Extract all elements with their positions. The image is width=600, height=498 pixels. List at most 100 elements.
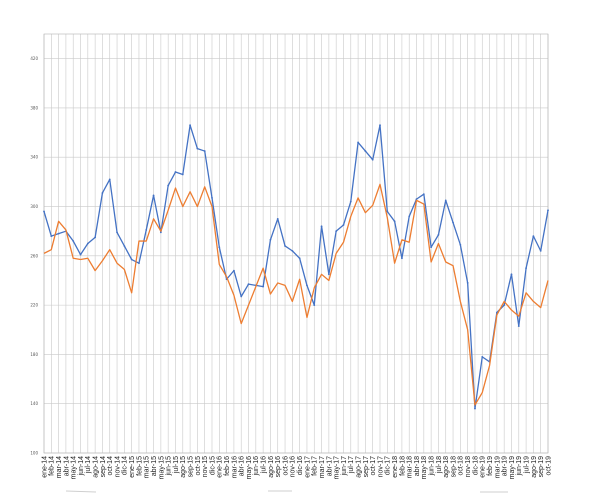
data-point (101, 192, 104, 194)
x-tick-label: jul-17 (348, 456, 355, 474)
data-point (218, 246, 221, 249)
x-tick-label: feb-17 (312, 456, 319, 476)
data-point (444, 199, 447, 202)
x-tick-label: abr-14 (63, 456, 70, 476)
data-point (94, 236, 97, 239)
data-point (408, 215, 411, 218)
x-tick-label: may-19 (509, 456, 516, 479)
data-point (247, 283, 250, 286)
x-tick-label: oct-17 (370, 456, 377, 476)
data-point (189, 124, 191, 127)
x-tick-label: ago-19 (531, 456, 538, 478)
data-point (211, 197, 213, 199)
x-tick-label: sep-16 (275, 456, 282, 478)
x-tick-label: sep-14 (100, 456, 107, 478)
y-tick-label: 180 (30, 352, 38, 357)
x-tick-label: sep-19 (538, 456, 545, 478)
y-tick-label: 420 (30, 56, 38, 61)
data-point (167, 184, 170, 187)
x-tick-label: abr-15 (151, 456, 158, 476)
data-point (547, 209, 549, 212)
data-point (145, 229, 148, 231)
data-point (510, 273, 513, 276)
x-tick-label: ago-16 (268, 456, 275, 478)
x-tick-label: ago-15 (180, 456, 187, 478)
x-tick-label: dic-14 (122, 456, 129, 475)
data-point (525, 267, 527, 270)
x-tick-label: ene-16 (217, 456, 224, 478)
x-tick-label: ene-14 (41, 456, 48, 478)
x-tick-label: ago-17 (355, 456, 362, 478)
data-point (284, 245, 286, 247)
x-tick-label: oct-15 (195, 456, 202, 476)
data-point (313, 304, 316, 307)
x-tick-label: jun-15 (166, 456, 173, 477)
data-point (181, 173, 184, 176)
x-tick-label: jun-17 (341, 456, 348, 477)
x-tick-label: may-15 (158, 456, 165, 479)
x-tick-label: dic-18 (472, 456, 479, 475)
x-tick-label: may-14 (71, 456, 78, 479)
x-tick-label: ago-18 (443, 456, 450, 478)
data-point (481, 355, 484, 358)
data-point (379, 124, 381, 127)
data-point (466, 282, 469, 284)
x-tick-label: feb-18 (399, 456, 406, 476)
data-point (474, 407, 476, 410)
x-tick-label: mar-16 (231, 456, 238, 478)
series-line-1 (43, 124, 549, 410)
x-tick-label: feb-16 (224, 456, 231, 476)
x-axis-ticks: ene-14 feb-14 mar-14 abr-14 may-14 jun-14 jul-… (41, 456, 552, 479)
data-point (152, 194, 155, 197)
x-tick-label: may-18 (421, 456, 428, 479)
data-point (79, 253, 82, 256)
x-tick-label: ene-19 (480, 456, 487, 478)
data-point (327, 273, 330, 276)
y-tick-label: 300 (30, 204, 38, 209)
data-point (357, 141, 359, 144)
y-tick-label: 100 (30, 451, 38, 456)
data-point (291, 249, 294, 252)
data-point (203, 150, 206, 152)
y-tick-label: 340 (30, 155, 38, 160)
data-point (386, 210, 389, 213)
x-tick-label: oct-19 (545, 456, 552, 476)
data-point (503, 304, 506, 307)
x-tick-label: sep-17 (363, 456, 370, 478)
series-line-2 (43, 183, 549, 406)
x-tick-label: sep-18 (450, 456, 457, 478)
x-tick-label: mar-15 (144, 456, 151, 478)
x-tick-label: jun-18 (429, 456, 436, 477)
x-tick-label: oct-16 (282, 456, 289, 476)
x-tick-label: jul-16 (261, 456, 268, 474)
x-tick-label: sep-15 (187, 456, 194, 478)
data-point (539, 249, 542, 252)
x-tick-label: jun-14 (78, 456, 85, 477)
data-point (108, 178, 111, 181)
data-point (306, 284, 308, 287)
plot-frame (43, 33, 549, 454)
data-point (298, 257, 301, 260)
series-lines (43, 124, 549, 410)
x-tick-label: nov-14 (114, 456, 121, 478)
bottom-scan-marks (65, 490, 508, 493)
x-tick-label: may-16 (246, 456, 253, 479)
x-tick-label: oct-18 (458, 456, 465, 476)
data-point (320, 225, 323, 228)
x-tick-label: feb-19 (487, 456, 494, 476)
data-point (138, 262, 140, 265)
data-point (50, 235, 53, 238)
x-tick-label: jun-16 (253, 456, 260, 477)
x-tick-label: mar-17 (319, 456, 326, 478)
x-tick-label: jul-14 (85, 456, 92, 474)
y-tick-label: 260 (30, 253, 38, 258)
x-tick-label: ene-15 (129, 456, 136, 478)
data-point (262, 285, 265, 288)
data-point (371, 158, 374, 161)
data-point (452, 221, 454, 224)
data-point (269, 238, 272, 241)
data-point (415, 198, 418, 201)
x-tick-label: dic-15 (209, 456, 216, 475)
x-tick-label: mar-18 (407, 456, 414, 478)
